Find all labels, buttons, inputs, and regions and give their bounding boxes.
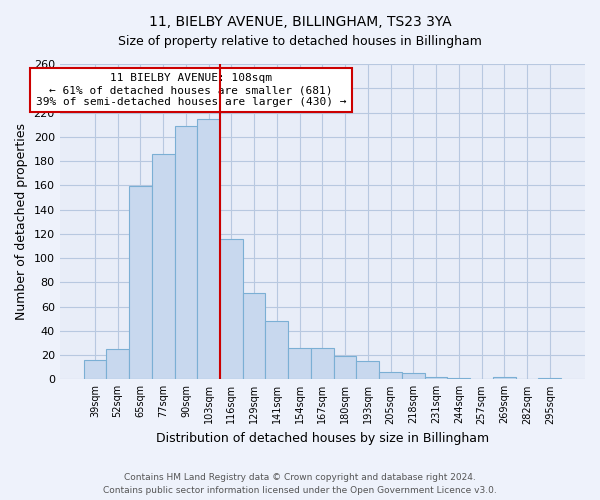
Bar — [83, 360, 106, 380]
Bar — [106, 349, 129, 380]
Bar — [220, 238, 243, 380]
Y-axis label: Number of detached properties: Number of detached properties — [15, 123, 28, 320]
Bar — [425, 377, 448, 380]
Bar — [334, 356, 356, 380]
Bar — [493, 377, 515, 380]
Text: 11 BIELBY AVENUE: 108sqm
← 61% of detached houses are smaller (681)
39% of semi-: 11 BIELBY AVENUE: 108sqm ← 61% of detach… — [36, 74, 346, 106]
Bar — [197, 118, 220, 380]
Bar — [538, 378, 561, 380]
Bar — [243, 293, 265, 380]
Bar — [175, 126, 197, 380]
Text: Size of property relative to detached houses in Billingham: Size of property relative to detached ho… — [118, 35, 482, 48]
Bar — [129, 186, 152, 380]
Bar — [379, 372, 402, 380]
Bar — [311, 348, 334, 380]
Bar — [356, 361, 379, 380]
Bar — [265, 321, 288, 380]
Bar — [288, 348, 311, 380]
Bar — [152, 154, 175, 380]
Text: Contains HM Land Registry data © Crown copyright and database right 2024.
Contai: Contains HM Land Registry data © Crown c… — [103, 474, 497, 495]
Text: 11, BIELBY AVENUE, BILLINGHAM, TS23 3YA: 11, BIELBY AVENUE, BILLINGHAM, TS23 3YA — [149, 15, 451, 29]
Bar — [448, 378, 470, 380]
X-axis label: Distribution of detached houses by size in Billingham: Distribution of detached houses by size … — [156, 432, 489, 445]
Bar — [402, 373, 425, 380]
